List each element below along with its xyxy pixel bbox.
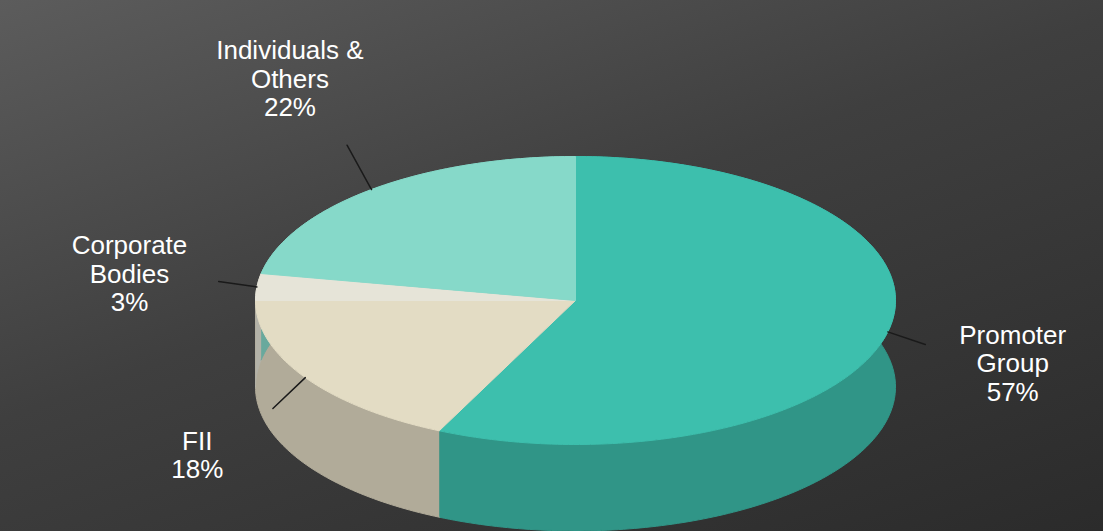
svg-text:FII18%: FII18% (171, 426, 223, 485)
svg-text:Individuals &Others22%: Individuals &Others22% (216, 35, 363, 122)
svg-text:PromoterGroup57%: PromoterGroup57% (959, 320, 1066, 407)
svg-text:CorporateBodies3%: CorporateBodies3% (72, 230, 188, 317)
